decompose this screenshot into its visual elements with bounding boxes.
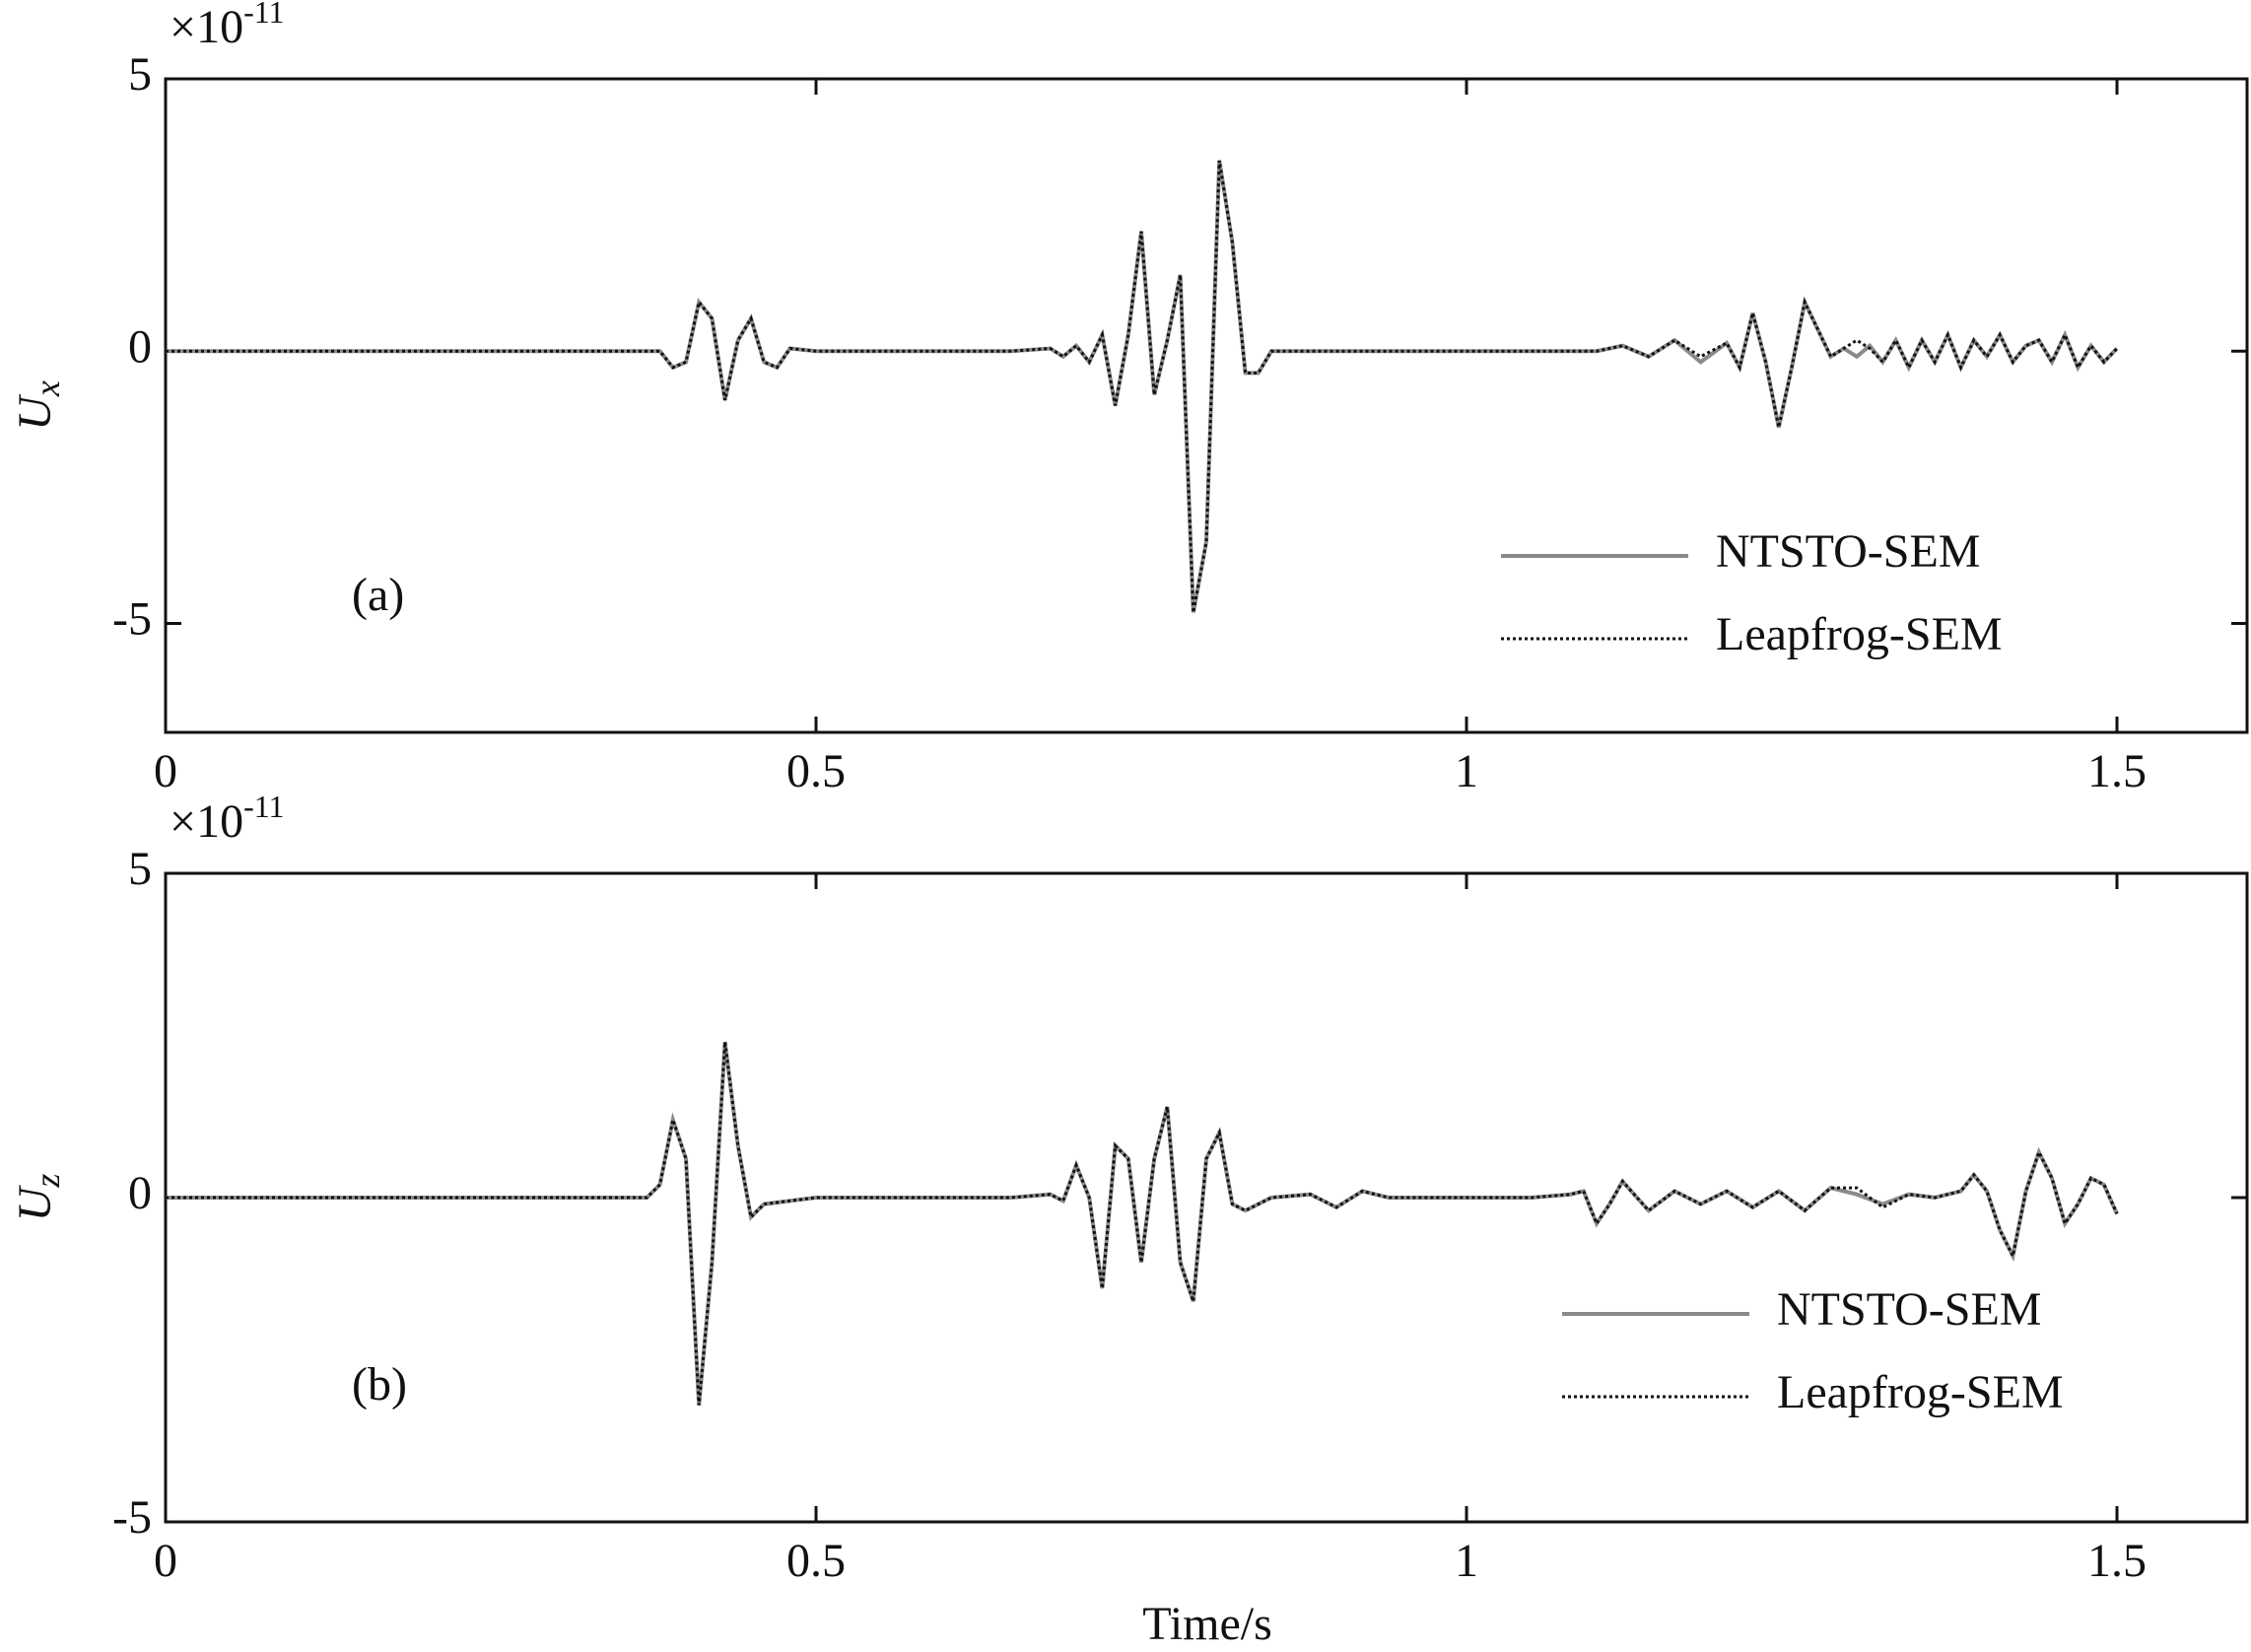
x-axis-label: Time/s bbox=[1142, 1598, 1272, 1650]
panel-label: (b) bbox=[352, 1358, 407, 1411]
axis-multiplier: ×10-11 bbox=[170, 789, 285, 848]
y-tick-label: 0 bbox=[128, 320, 152, 373]
x-tick-label: 1 bbox=[1455, 745, 1478, 797]
y-axis-label: Ux bbox=[9, 380, 67, 431]
y-tick-label: 5 bbox=[128, 48, 152, 101]
multiplier-exponent: -11 bbox=[243, 789, 284, 824]
legend-label: Leapfrog-SEM bbox=[1716, 608, 2003, 660]
axis-multiplier: ×10-11 bbox=[170, 0, 285, 53]
x-tick-label: 1 bbox=[1455, 1535, 1478, 1587]
multiplier-base: ×10 bbox=[170, 1, 243, 53]
panel-label: (a) bbox=[352, 569, 404, 621]
y-label-sub: z bbox=[28, 1174, 67, 1189]
y-label-sub: x bbox=[28, 380, 67, 397]
series-line bbox=[166, 160, 2119, 613]
x-tick-label: 0.5 bbox=[786, 745, 846, 797]
x-tick-label: 1.5 bbox=[2087, 745, 2147, 797]
y-tick-label: -5 bbox=[112, 593, 152, 646]
panel: 0 0.5 1 1.5-505×10-11UzTime/s(b)NTSTO-SEMLe… bbox=[9, 789, 2249, 1650]
plot-frame bbox=[164, 77, 2249, 734]
x-tick-label: 0 bbox=[154, 1535, 177, 1587]
x-tick-label: 1.5 bbox=[2087, 1535, 2147, 1587]
legend-label: NTSTO-SEM bbox=[1716, 525, 1980, 578]
y-label-main: U bbox=[9, 393, 61, 431]
legend-label: Leapfrog-SEM bbox=[1777, 1366, 2064, 1418]
x-tick-label: 0 bbox=[154, 745, 177, 797]
y-axis-label: Uz bbox=[9, 1174, 67, 1222]
multiplier-exponent: -11 bbox=[243, 0, 284, 30]
panel: 0 0.5 1 1.5 -5 0 5 ×10-11 Ux (a) NTSTO-SEM Leapfrog… bbox=[9, 0, 2249, 797]
legend-label: NTSTO-SEM bbox=[1777, 1283, 2041, 1336]
y-tick-label: -5 bbox=[112, 1491, 152, 1544]
series-line bbox=[166, 1041, 2119, 1406]
y-tick-label: 5 bbox=[128, 843, 152, 895]
series-line bbox=[166, 1041, 2119, 1406]
x-tick-label: 0.5 bbox=[786, 1535, 846, 1587]
y-tick-label: 0 bbox=[128, 1167, 152, 1219]
multiplier-base: ×10 bbox=[170, 795, 243, 848]
y-label-main: U bbox=[9, 1184, 61, 1221]
